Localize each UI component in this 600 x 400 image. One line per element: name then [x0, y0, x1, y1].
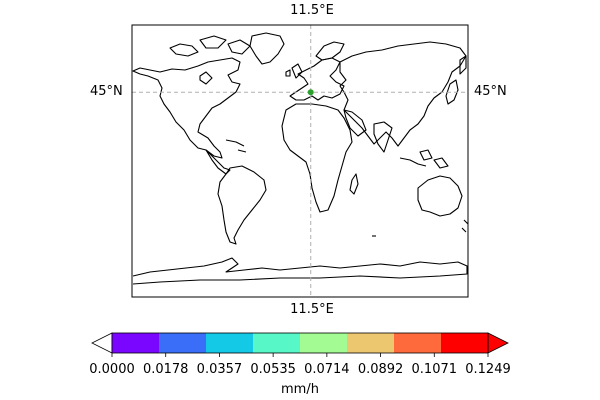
colorbar-tick-label: 0.0714 [304, 362, 350, 377]
colorbar-segment [347, 333, 395, 353]
colorbar-over-arrow [487, 332, 509, 354]
right-lat-label: 45°N [474, 84, 507, 99]
colorbar-segment [206, 333, 254, 353]
coast-greenland [249, 32, 285, 65]
colorbar-tick-label: 0.1249 [465, 362, 511, 377]
coast-japan [445, 79, 459, 105]
colorbar-label: mm/h [281, 382, 319, 397]
coast-antarctica [132, 257, 468, 285]
coast-south-america [217, 165, 267, 245]
colorbar-border [111, 332, 489, 354]
colorbar-tick-label: 0.1071 [411, 362, 458, 377]
colorbar-segment [441, 333, 489, 353]
coast-australia [417, 175, 463, 217]
coast-india [373, 121, 393, 153]
location-marker [307, 89, 314, 96]
coast-caribbean [225, 139, 247, 153]
colorbar-segment [253, 333, 301, 353]
left-lat-label: 45°N [90, 84, 123, 99]
colorbar-tick-label: 0.0357 [196, 362, 243, 377]
coast-madagascar [349, 173, 359, 195]
coast-kamchatka [459, 55, 467, 75]
coastlines [132, 32, 469, 285]
bottom-lon-label: 11.5°E [290, 302, 334, 317]
coast-asia [339, 41, 467, 147]
colorbar-segment [159, 333, 207, 353]
colorbar-tick-label: 0.0000 [89, 362, 135, 377]
colorbar-under-arrow [91, 332, 113, 354]
coast-africa [281, 103, 353, 213]
coast-hudson-bay [199, 71, 213, 85]
coast-scandinavia [315, 41, 345, 61]
colorbar-tick-label: 0.0892 [357, 362, 404, 377]
coast-new-zealand [461, 219, 469, 233]
colorbar-segment [394, 333, 442, 353]
colorbar-segment [112, 333, 160, 353]
coast-north-america [132, 57, 241, 159]
coast-central-america [205, 149, 231, 175]
coast-british-isles [285, 63, 303, 79]
coast-arctic-islands [169, 35, 251, 57]
colorbar-tick-label: 0.0178 [142, 362, 189, 377]
coast-indonesia [399, 149, 449, 169]
map-frame [131, 24, 469, 298]
colorbar-tick-label: 0.0535 [250, 362, 296, 377]
gridlines [132, 25, 468, 297]
map-area [132, 25, 469, 297]
colorbar-segment [300, 333, 348, 353]
coast-europe [289, 57, 345, 101]
top-lon-label: 11.5°E [290, 3, 334, 18]
coast-arabia [343, 109, 367, 137]
colorbar [91, 332, 509, 357]
